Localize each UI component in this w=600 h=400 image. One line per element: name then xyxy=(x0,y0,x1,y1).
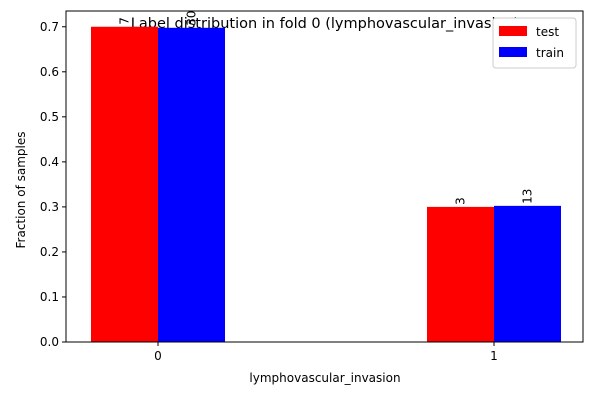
legend-label: test xyxy=(536,25,559,39)
legend: test train xyxy=(492,17,577,69)
y-tick-label: 0.3 xyxy=(40,200,59,214)
y-axis-label: Fraction of samples xyxy=(14,132,28,249)
bar xyxy=(91,26,158,343)
legend-frame xyxy=(492,17,577,69)
y-tick-label: 0.6 xyxy=(40,65,59,79)
x-tick-label: 1 xyxy=(490,349,498,363)
x-axis-label: lymphovascular_invasion xyxy=(249,371,400,385)
legend-swatch xyxy=(499,26,527,36)
bar xyxy=(494,205,561,342)
x-tick-label: 0 xyxy=(154,349,162,363)
chart-title: Label distribution in fold 0 (lymphovasc… xyxy=(131,16,519,32)
y-tick-label: 0.7 xyxy=(40,20,59,34)
y-tick-label: 0.2 xyxy=(40,245,59,259)
value-label: 3 xyxy=(454,197,468,205)
plot-frame xyxy=(65,10,584,343)
y-tick-label: 0.1 xyxy=(40,290,59,304)
y-tick-label: 0.5 xyxy=(40,110,59,124)
value-label: 7 xyxy=(118,17,132,25)
value-label: 30 xyxy=(185,11,199,26)
y-tick-label: 0.0 xyxy=(40,335,59,349)
y-tick-label: 0.4 xyxy=(40,155,59,169)
value-label: 13 xyxy=(521,189,535,204)
bar xyxy=(427,206,494,342)
legend-swatch xyxy=(499,47,527,57)
bar xyxy=(158,27,225,342)
legend-label: train xyxy=(536,46,564,60)
